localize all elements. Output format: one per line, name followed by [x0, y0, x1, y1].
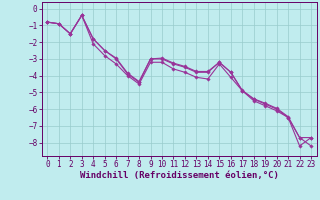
- X-axis label: Windchill (Refroidissement éolien,°C): Windchill (Refroidissement éolien,°C): [80, 171, 279, 180]
